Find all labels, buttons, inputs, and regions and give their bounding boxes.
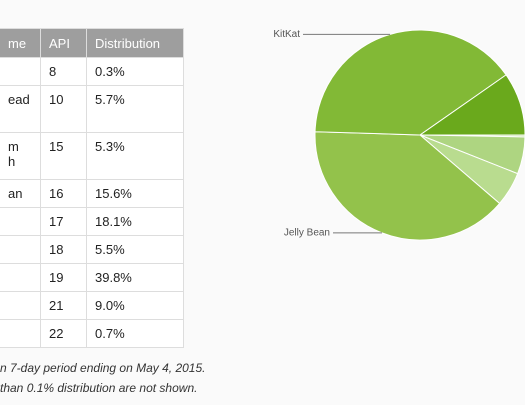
table-row: 22 0.7% <box>0 319 184 348</box>
table-cell: 18 <box>40 235 87 264</box>
table-row: 19 39.8% <box>0 263 184 292</box>
table-cell: ead <box>0 85 41 133</box>
table-cell: 15 <box>40 132 87 180</box>
table-cell: 10 <box>40 85 87 133</box>
table-row: 18 5.5% <box>0 235 184 264</box>
footnote: n 7-day period ending on May 4, 2015. <box>0 361 206 375</box>
table-cell: 15.6% <box>86 179 184 208</box>
table-cell: 5.3% <box>86 132 184 180</box>
table-row: ead 10 5.7% <box>0 85 184 133</box>
table-row: 8 0.3% <box>0 57 184 86</box>
header-cell: me <box>0 28 41 58</box>
table-cell: 39.8% <box>86 263 184 292</box>
table-cell <box>0 235 41 264</box>
table-row: 17 18.1% <box>0 207 184 236</box>
table-cell <box>0 319 41 348</box>
table-row: 21 9.0% <box>0 291 184 320</box>
table-cell: 0.7% <box>86 319 184 348</box>
table-cell <box>0 291 41 320</box>
table-row: an 16 15.6% <box>0 179 184 208</box>
cell-line: h <box>8 154 16 169</box>
distribution-table: me API Distribution 8 0.3% ead 10 5.7% m h 15 5.… <box>0 28 184 348</box>
table-row: m h 15 5.3% <box>0 132 184 180</box>
table-cell <box>0 207 41 236</box>
footnote: than 0.1% distribution are not shown. <box>0 381 198 395</box>
table-cell: 22 <box>40 319 87 348</box>
table-cell: an <box>0 179 41 208</box>
table-cell: 21 <box>40 291 87 320</box>
table-cell: 5.7% <box>86 85 184 133</box>
cell-line: m <box>8 139 19 154</box>
pie-slice <box>314 29 507 136</box>
table-cell: 16 <box>40 179 87 208</box>
pie-slice <box>314 131 501 241</box>
slice-label: KitKat <box>273 29 300 40</box>
table-cell: 18.1% <box>86 207 184 236</box>
table-cell: 19 <box>40 263 87 292</box>
table-cell: 5.5% <box>86 235 184 264</box>
table-cell: 0.3% <box>86 57 184 86</box>
header-row: me API Distribution <box>0 28 184 58</box>
slice-label: Jelly Bean <box>284 228 330 239</box>
